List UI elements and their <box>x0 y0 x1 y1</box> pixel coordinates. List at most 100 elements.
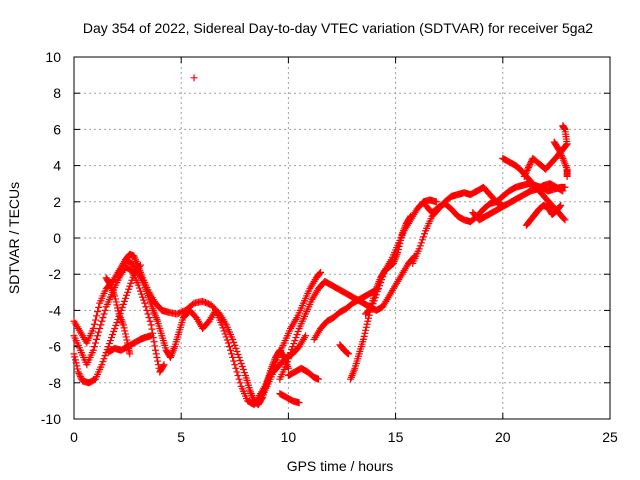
x-tick-label: 25 <box>602 429 618 445</box>
data-point <box>236 356 244 364</box>
y-tick-label: -2 <box>49 266 62 282</box>
data-point <box>150 338 158 346</box>
y-tick-label: 4 <box>53 158 61 174</box>
data-point <box>285 352 293 360</box>
data-point <box>136 261 144 269</box>
data-point <box>98 317 106 325</box>
data-point <box>101 352 109 360</box>
data-point <box>231 341 239 349</box>
data-point <box>317 268 325 276</box>
data-point <box>71 356 79 364</box>
data-point <box>153 353 161 361</box>
x-tick-label: 5 <box>177 429 185 445</box>
data-point <box>119 300 127 308</box>
data-point <box>138 290 146 298</box>
data-point <box>361 329 369 337</box>
y-tick-label: 8 <box>53 85 61 101</box>
grid <box>74 57 610 419</box>
data-point <box>112 321 120 329</box>
data-point <box>230 357 238 365</box>
data-point <box>97 321 105 329</box>
data-point <box>146 317 154 325</box>
series-prn-f <box>102 274 134 358</box>
data-point <box>113 301 121 309</box>
data-point <box>287 349 295 357</box>
data-point <box>126 350 134 358</box>
data-point <box>229 335 237 343</box>
series-prn-n <box>362 196 440 318</box>
data-point <box>121 330 129 338</box>
data-point <box>152 350 160 358</box>
data-point <box>114 307 122 315</box>
data-point <box>101 306 109 314</box>
series-prn-l <box>336 341 352 358</box>
data-point <box>74 368 82 376</box>
data-point <box>371 294 379 302</box>
data-point <box>73 362 81 370</box>
data-point <box>367 304 375 312</box>
data-point <box>94 308 102 316</box>
data-point <box>221 330 229 338</box>
data-point <box>376 282 384 290</box>
data-point <box>364 317 372 325</box>
data-point <box>521 171 529 179</box>
data-point <box>559 122 567 130</box>
data-point <box>559 187 567 195</box>
data-point <box>232 344 240 352</box>
data-point <box>111 325 119 332</box>
data-point <box>141 299 149 307</box>
data-point <box>526 160 534 168</box>
x-tick-label: 20 <box>495 429 511 445</box>
data-point <box>91 339 99 347</box>
data-point <box>284 364 292 372</box>
data-point <box>219 324 227 332</box>
data-point <box>72 359 80 367</box>
data-point <box>121 327 129 335</box>
data-point <box>121 294 129 302</box>
data-point <box>288 346 296 354</box>
data-point <box>151 342 159 350</box>
data-point <box>90 343 98 351</box>
data-point <box>218 321 226 329</box>
data-point <box>359 335 367 343</box>
data-point <box>223 336 231 344</box>
data-point <box>522 168 530 176</box>
data-point <box>76 371 84 379</box>
data-point <box>555 145 563 153</box>
data-point <box>111 292 119 300</box>
data-point <box>222 333 230 341</box>
data-point <box>379 273 387 281</box>
data-point <box>99 314 107 322</box>
data-point <box>363 320 371 328</box>
data-point <box>109 331 117 339</box>
data-point <box>378 276 386 284</box>
data-point <box>377 279 385 287</box>
series-prn-o <box>409 183 507 267</box>
y-tick-label: -6 <box>49 339 62 355</box>
data-point <box>232 364 240 372</box>
data-point <box>122 333 130 341</box>
x-tick-label: 15 <box>388 429 404 445</box>
data-point <box>236 379 244 387</box>
data-point <box>225 343 233 351</box>
data-point <box>360 332 368 340</box>
data-point <box>362 326 370 334</box>
data-point <box>563 172 571 180</box>
data-point <box>343 349 351 357</box>
data-point <box>344 350 352 358</box>
data-point <box>417 239 425 247</box>
data-point <box>368 303 376 311</box>
data-point <box>114 304 122 312</box>
data-point <box>555 147 563 155</box>
data-point <box>159 362 167 370</box>
data-point <box>520 172 528 180</box>
data-point <box>294 328 302 336</box>
data-point <box>105 340 113 348</box>
data-point <box>234 350 242 358</box>
data-point <box>147 321 155 329</box>
data-point <box>120 297 128 305</box>
data-point <box>314 375 322 383</box>
data-point <box>106 280 114 288</box>
data-point <box>140 296 148 304</box>
